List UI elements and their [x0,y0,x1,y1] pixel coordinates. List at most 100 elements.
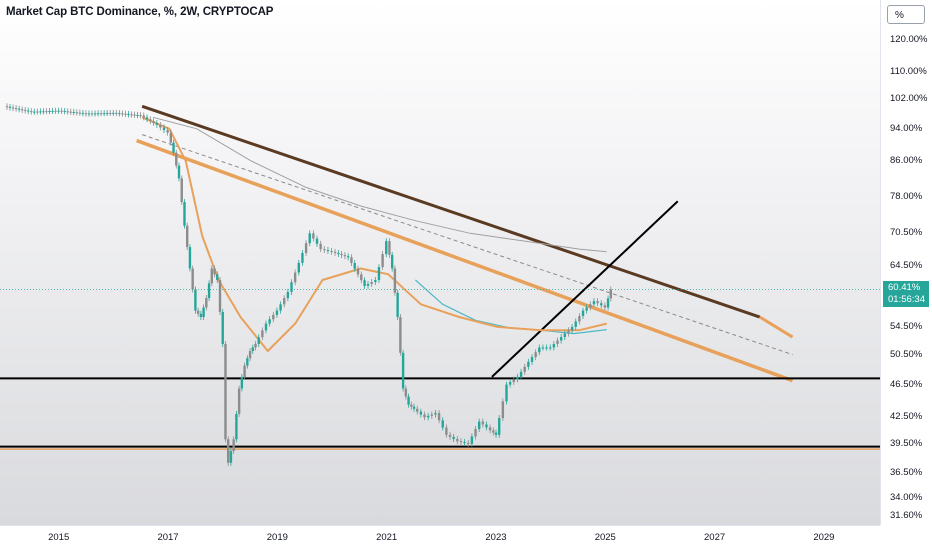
price-candle [51,110,54,112]
unit-toggle-button[interactable]: % [887,5,925,24]
price-candle [452,436,455,440]
price-candle [596,301,599,304]
price-candle [574,321,577,327]
price-candle [96,113,100,115]
price-candle [261,330,264,338]
price-candle [426,415,430,418]
price-candle [456,439,459,442]
price-candle [360,274,363,281]
price-candle [66,111,69,113]
price-candle [205,298,208,308]
time-axis[interactable]: 2015 2017 2019 2021 2023 2025 2027 2029 [0,525,880,551]
price-candle [353,263,356,269]
price-candle [8,106,12,108]
price-candle [501,401,505,419]
price-candle [388,241,391,255]
price-candle [102,113,106,115]
price-candle [578,316,581,322]
price-axis[interactable]: 120.00% 110.00% 102.00% 94.00% 86.00% 78.00% 7… [880,0,932,525]
price-candle [121,113,124,115]
price-candle [337,252,340,255]
price-candle [136,114,139,116]
price-candle [293,272,297,283]
price-tick-label: 110.00% [890,65,927,77]
price-candle [20,109,24,111]
price-candle [84,113,88,115]
price-tick-label: 46.50% [890,378,923,390]
price-candle [512,379,515,383]
price-candle [330,250,333,252]
price-candle [545,347,548,349]
price-candle [166,130,169,133]
price-candle [377,267,381,281]
price-candle [216,274,219,281]
price-candle [159,124,162,128]
price-candle [36,111,39,113]
price-candle [401,352,405,389]
price-candle [505,384,508,402]
price-candle [272,314,275,320]
upper-trendline-extension [758,315,794,339]
lower-channel-line [136,138,794,383]
price-candle [264,323,268,331]
moving-average-long [152,116,607,253]
price-candle [218,280,222,312]
chart-plot[interactable] [0,0,880,525]
price-candle [152,121,155,124]
price-candle [606,298,610,308]
price-candle [552,343,556,348]
price-candle [229,451,233,463]
price-candle [5,106,9,108]
price-candle [385,241,388,255]
price-candle [333,251,337,253]
price-candle [356,268,360,275]
price-candle [549,347,552,349]
price-candle [494,432,498,435]
price-tick-label: 36.50% [890,466,923,478]
price-candle [570,326,574,331]
upper-trendline [141,104,761,319]
price-candle [226,439,230,463]
price-candle [115,112,118,114]
price-candle [30,111,33,113]
price-candle [315,238,319,244]
price-candle [600,303,603,306]
price-candle [105,113,109,115]
price-candle [124,113,127,115]
price-candle [308,233,311,244]
price-candle [393,268,397,293]
price-candle [246,358,249,366]
price-candle [481,421,485,425]
price-candle [519,371,523,377]
price-candle [340,254,343,256]
price-candle [130,114,133,116]
price-candle [186,225,189,248]
price-candle [14,108,18,110]
chart-area[interactable] [0,0,880,525]
price-candle [416,408,419,412]
price-candle [370,281,373,284]
price-candle [399,317,402,353]
price-candle [396,292,399,318]
price-candle [39,111,42,113]
price-candle [235,413,238,440]
price-candle [224,343,227,440]
price-candle [326,250,330,252]
price-candle [541,347,545,349]
price-candle [33,111,36,113]
price-candle [530,357,534,362]
price-candle [191,268,194,290]
price-candle [42,111,45,113]
price-candle [188,247,192,269]
price-candle [592,301,596,305]
price-candle [177,165,181,179]
price-candle [196,310,200,314]
price-tick-label: 102.00% [890,93,928,105]
price-candle [194,289,197,311]
price-candle [237,388,241,414]
price-candle [477,421,481,430]
price-candle [581,310,585,317]
price-candle [390,254,394,269]
price-tick-label: 86.00% [890,155,923,167]
price-candle [87,113,91,115]
